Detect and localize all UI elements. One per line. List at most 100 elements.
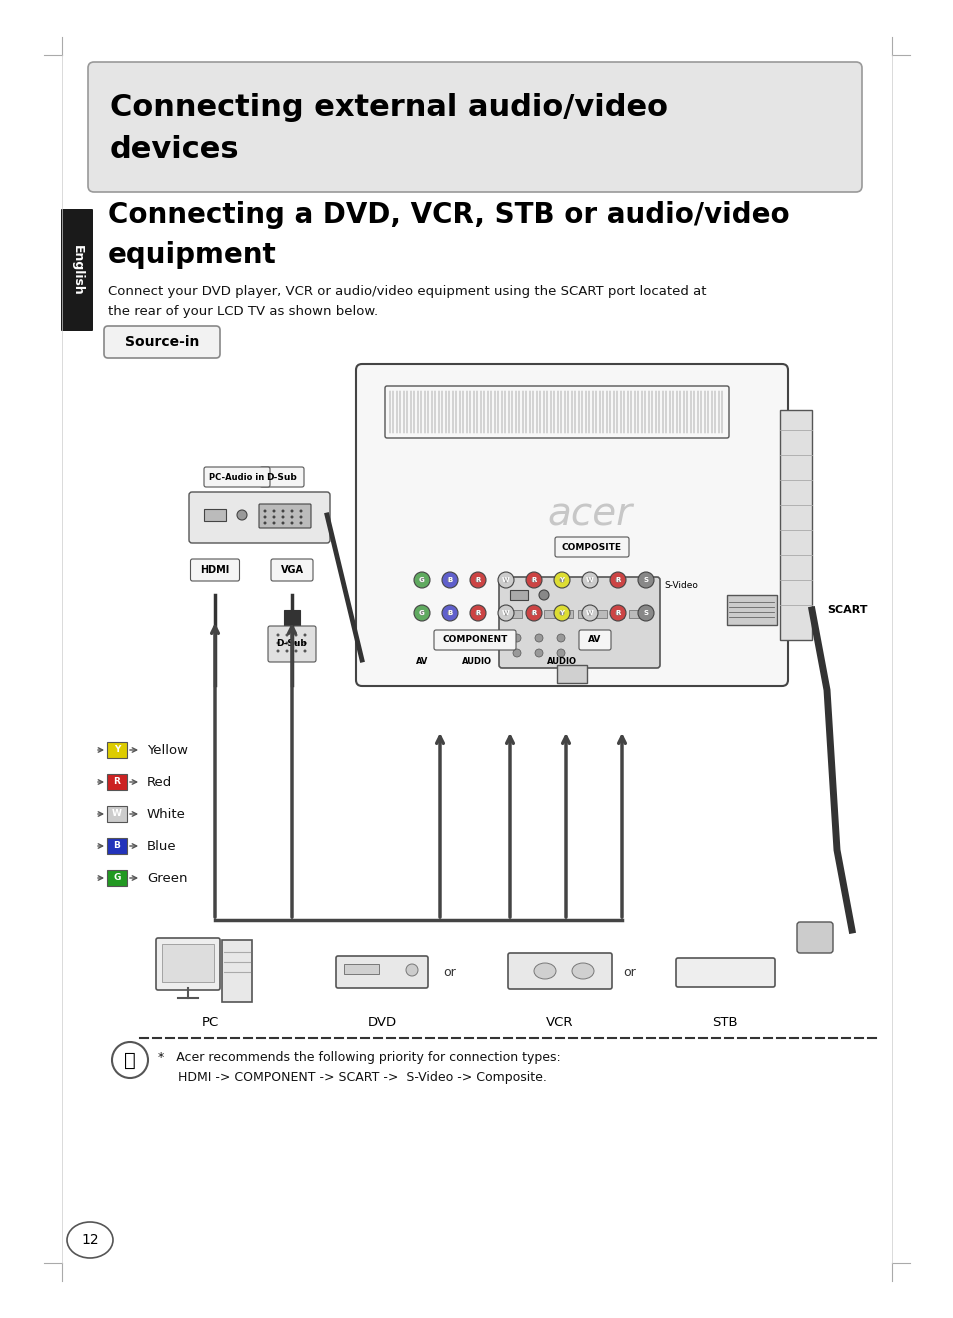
Bar	[107, 774, 127, 789]
FancyBboxPatch shape	[578, 630, 610, 650]
Text: DVD: DVD	[367, 1015, 396, 1028]
Ellipse shape	[534, 963, 556, 979]
Ellipse shape	[406, 963, 417, 977]
Ellipse shape	[263, 522, 266, 525]
Ellipse shape	[273, 515, 275, 518]
Ellipse shape	[414, 572, 430, 588]
Ellipse shape	[281, 515, 284, 518]
Text: AUDIO: AUDIO	[546, 658, 577, 667]
Ellipse shape	[303, 642, 306, 645]
Bar	[510, 610, 521, 618]
Ellipse shape	[535, 648, 542, 656]
Text: the rear of your LCD TV as shown below.: the rear of your LCD TV as shown below.	[108, 306, 377, 319]
Text: HDMI: HDMI	[200, 565, 230, 575]
FancyBboxPatch shape	[355, 364, 787, 685]
Ellipse shape	[503, 610, 508, 616]
Text: 12: 12	[81, 1234, 99, 1247]
Ellipse shape	[497, 572, 514, 588]
Text: devices: devices	[110, 136, 239, 165]
Text: R: R	[615, 610, 620, 616]
Text: S: S	[643, 577, 648, 583]
Ellipse shape	[303, 634, 306, 637]
FancyBboxPatch shape	[191, 559, 239, 581]
Text: Green: Green	[147, 871, 188, 884]
Ellipse shape	[538, 590, 548, 600]
Text: W: W	[112, 809, 122, 818]
FancyBboxPatch shape	[204, 467, 270, 486]
Text: R: R	[475, 610, 480, 616]
Bar	[510, 590, 527, 600]
Bar	[107, 838, 127, 854]
Bar	[578, 610, 589, 618]
Ellipse shape	[447, 610, 452, 616]
Text: Connecting a DVD, VCR, STB or audio/video: Connecting a DVD, VCR, STB or audio/vide…	[108, 202, 789, 229]
FancyBboxPatch shape	[434, 630, 516, 650]
Ellipse shape	[441, 605, 457, 621]
Bar	[560, 610, 573, 618]
Ellipse shape	[572, 963, 594, 979]
Text: R: R	[531, 577, 537, 583]
Ellipse shape	[285, 642, 288, 645]
FancyBboxPatch shape	[156, 938, 220, 990]
Text: SCART: SCART	[826, 605, 866, 616]
Text: *   Acer recommends the following priority for connection types:: * Acer recommends the following priority…	[158, 1052, 560, 1065]
Ellipse shape	[615, 577, 619, 583]
Text: B: B	[447, 610, 452, 616]
Text: Blue: Blue	[147, 840, 176, 853]
Bar	[628, 610, 640, 618]
Text: Red: Red	[147, 775, 172, 788]
Bar	[595, 610, 606, 618]
Ellipse shape	[263, 515, 266, 518]
Bar	[726, 594, 776, 625]
Ellipse shape	[294, 634, 297, 637]
Ellipse shape	[276, 650, 279, 652]
FancyBboxPatch shape	[335, 956, 428, 988]
FancyBboxPatch shape	[268, 626, 315, 662]
Bar	[543, 610, 556, 618]
Ellipse shape	[609, 605, 625, 621]
Text: B: B	[447, 577, 452, 583]
Ellipse shape	[558, 577, 564, 583]
Ellipse shape	[587, 610, 592, 616]
Ellipse shape	[414, 605, 430, 621]
Text: Connect your DVD player, VCR or audio/video equipment using the SCART port locat: Connect your DVD player, VCR or audio/vi…	[108, 286, 706, 298]
Ellipse shape	[112, 1043, 148, 1078]
FancyBboxPatch shape	[271, 559, 313, 581]
Text: W: W	[501, 577, 509, 583]
Text: COMPONENT: COMPONENT	[442, 635, 507, 645]
Ellipse shape	[281, 510, 284, 513]
Text: W: W	[501, 610, 509, 616]
Ellipse shape	[276, 642, 279, 645]
Ellipse shape	[447, 577, 452, 583]
Bar	[780, 410, 811, 641]
Bar	[107, 742, 127, 758]
Ellipse shape	[263, 510, 266, 513]
Ellipse shape	[475, 577, 480, 583]
Ellipse shape	[303, 650, 306, 652]
Ellipse shape	[558, 610, 564, 616]
Ellipse shape	[557, 634, 564, 642]
Bar	[204, 509, 226, 521]
FancyBboxPatch shape	[189, 492, 330, 543]
Text: Y: Y	[558, 577, 564, 583]
Ellipse shape	[299, 515, 302, 518]
Text: or: or	[443, 966, 456, 978]
Ellipse shape	[299, 522, 302, 525]
Text: B: B	[113, 841, 120, 850]
Text: or: or	[623, 966, 636, 978]
Ellipse shape	[441, 572, 457, 588]
Bar	[107, 807, 127, 822]
Ellipse shape	[285, 650, 288, 652]
Ellipse shape	[419, 577, 424, 583]
Ellipse shape	[557, 648, 564, 656]
Text: R: R	[475, 577, 480, 583]
Ellipse shape	[535, 634, 542, 642]
Text: Y: Y	[113, 746, 120, 754]
Ellipse shape	[581, 605, 598, 621]
Ellipse shape	[554, 605, 569, 621]
Ellipse shape	[419, 610, 424, 616]
Bar	[162, 944, 213, 982]
Ellipse shape	[291, 510, 294, 513]
Ellipse shape	[285, 634, 288, 637]
Text: AV: AV	[416, 658, 428, 667]
